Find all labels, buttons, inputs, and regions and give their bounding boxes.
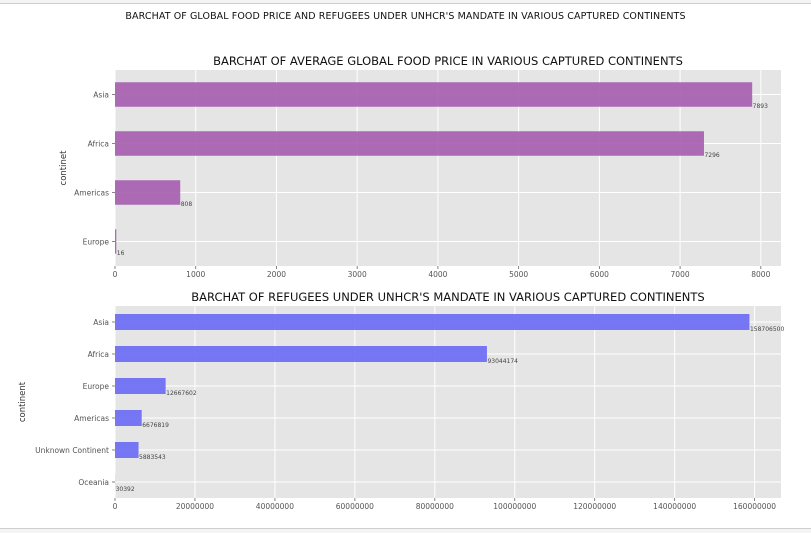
x-tick-label: 60000000 (336, 502, 374, 511)
data-label: 93044174 (487, 358, 518, 365)
bar-americas (115, 410, 142, 426)
data-label: 6676819 (142, 422, 169, 429)
plot-area-refugees (115, 306, 781, 498)
x-tick-label: 8000 (751, 270, 770, 279)
data-label: 7296 (704, 152, 719, 159)
data-label: 7893 (753, 103, 768, 110)
bar-africa (115, 131, 704, 156)
x-tick-label: 160000000 (733, 502, 776, 511)
y-axis-label-food-price: continet (59, 150, 69, 186)
data-label: 30392 (116, 486, 135, 493)
notebook-output-frame-bottom (0, 528, 811, 533)
x-tick-label: 4000 (428, 270, 447, 279)
data-label: 158706500 (750, 326, 785, 333)
x-tick-label: 140000000 (653, 502, 696, 511)
y-tick-label: Oceania (78, 478, 109, 487)
y-tick-label: Africa (88, 350, 109, 359)
chart-title-food-price: BARCHAT OF AVERAGE GLOBAL FOOD PRICE IN … (213, 54, 683, 68)
x-tick-label: 20000000 (176, 502, 214, 511)
x-tick-label: 40000000 (256, 502, 294, 511)
x-tick-label: 120000000 (573, 502, 616, 511)
x-tick-label: 0 (113, 270, 118, 279)
data-label: 5883543 (139, 454, 166, 461)
x-tick-label: 7000 (671, 270, 690, 279)
x-tick-label: 6000 (590, 270, 609, 279)
y-tick-label: Europe (83, 382, 110, 391)
bar-asia (115, 314, 749, 330)
y-tick-label: Americas (74, 189, 109, 198)
data-label: 16 (117, 250, 125, 257)
x-tick-label: 3000 (348, 270, 367, 279)
chart-refugees: BARCHAT OF REFUGEES UNDER UNHCR'S MANDAT… (18, 290, 784, 511)
x-tick-label: 100000000 (493, 502, 536, 511)
bar-unknown-continent (115, 442, 139, 458)
x-tick-label: 2000 (267, 270, 286, 279)
y-tick-label: Unknown Continent (35, 446, 109, 455)
x-tick-label: 80000000 (416, 502, 454, 511)
y-tick-label: Asia (93, 318, 109, 327)
bar-americas (115, 180, 180, 205)
bar-africa (115, 346, 487, 362)
x-tick-label: 1000 (186, 270, 205, 279)
y-tick-label: Africa (88, 140, 109, 149)
x-tick-label: 0 (113, 502, 118, 511)
y-tick-label: Americas (74, 414, 109, 423)
data-label: 12667602 (166, 390, 197, 397)
y-tick-label: Asia (93, 91, 109, 100)
chart-food-price: BARCHAT OF AVERAGE GLOBAL FOOD PRICE IN … (59, 54, 781, 279)
x-tick-label: 5000 (509, 270, 528, 279)
data-label: 808 (181, 201, 193, 208)
bar-europe (115, 378, 166, 394)
chart-title-refugees: BARCHAT OF REFUGEES UNDER UNHCR'S MANDAT… (191, 290, 704, 304)
y-tick-label: Europe (83, 238, 110, 247)
y-axis-label-refugees: continent (18, 381, 28, 422)
bar-asia (115, 82, 752, 107)
